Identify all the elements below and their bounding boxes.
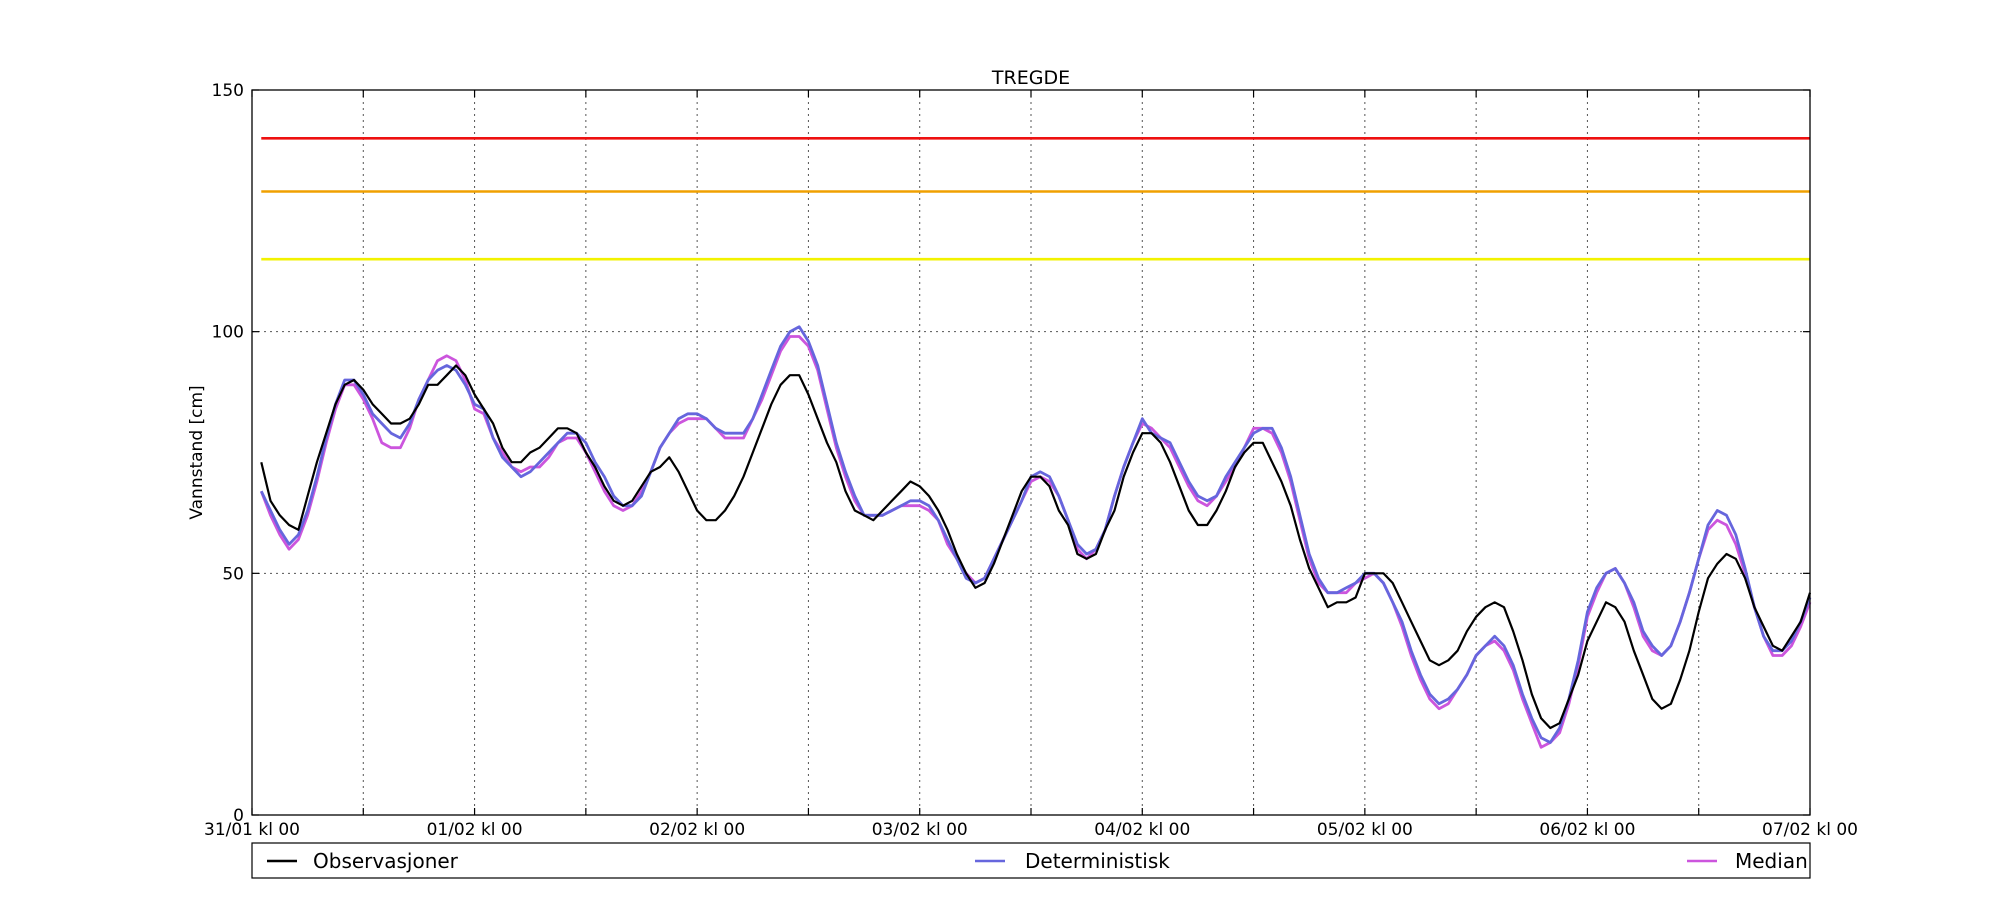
x-tick-label: 01/02 kl 00 [427,820,523,840]
legend-label: Deterministisk [1025,849,1170,873]
y-tick-label: 50 [222,564,244,584]
x-tick-label: 03/02 kl 00 [872,820,968,840]
y-tick-label: 0 [233,806,244,826]
chart-title: TREGDE [991,67,1070,89]
legend: Observasjoner Deterministisk Median [251,842,1811,879]
x-tick-label: 04/02 kl 00 [1094,820,1190,840]
series-line [260,364,1812,730]
series-line [260,325,1812,744]
x-tick-label: 02/02 kl 00 [649,820,745,840]
x-tick-label: 07/02 kl 00 [1762,820,1858,840]
x-tick-label: 05/02 kl 00 [1317,820,1413,840]
x-tick-label: 06/02 kl 00 [1539,820,1635,840]
legend-label: Median [1735,849,1808,873]
legend-label: Observasjoner [313,849,459,873]
y-axis-label: Vannstand [cm] [187,385,207,519]
axis-ticks: 31/01 kl 00 01/02 kl 00 02/02 kl 00 03/02 k… [204,81,1858,840]
threshold-lines [261,137,1810,261]
gridlines [252,90,1810,815]
legend-box [251,842,1811,879]
x-tick-label: 31/01 kl 00 [204,820,300,840]
data-series [259,325,1812,749]
y-tick-label: 100 [212,323,244,343]
y-tick-label: 150 [212,81,244,101]
